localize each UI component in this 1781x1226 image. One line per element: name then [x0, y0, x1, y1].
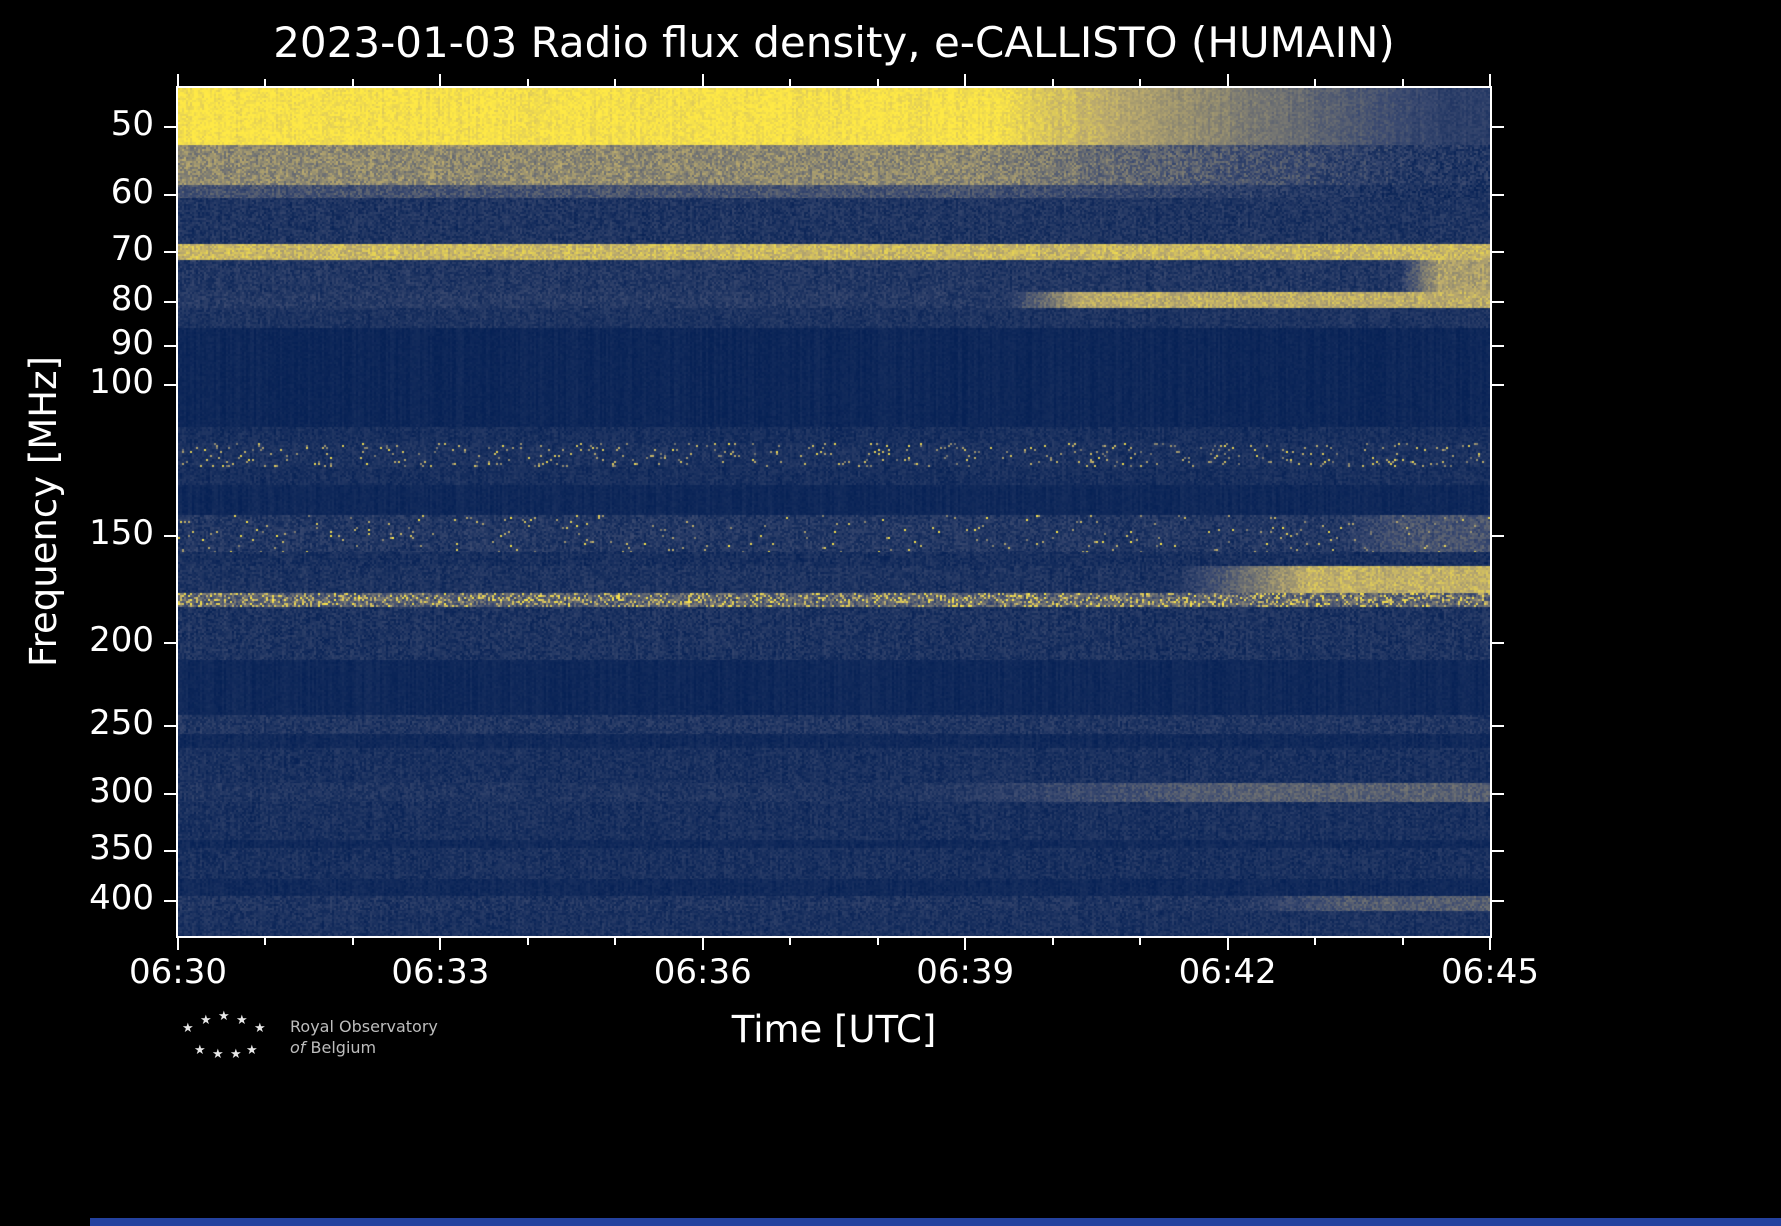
x-tick-mark: [439, 938, 441, 950]
y-tick-label: 50: [46, 106, 154, 143]
y-tick-mark: [1492, 384, 1504, 386]
y-tick-mark: [1492, 535, 1504, 537]
y-tick-mark: [1492, 642, 1504, 644]
x-tick-mark: [1489, 74, 1491, 86]
x-minor-tick-mark: [614, 79, 616, 86]
x-minor-tick-mark: [789, 938, 791, 945]
x-tick-label: 06:45: [1405, 954, 1575, 991]
y-tick-label: 400: [46, 880, 154, 917]
x-tick-mark: [964, 938, 966, 950]
x-tick-mark: [1227, 74, 1229, 86]
x-minor-tick-mark: [352, 79, 354, 86]
y-tick-mark: [1492, 900, 1504, 902]
x-tick-label: 06:36: [618, 954, 788, 991]
star-icon: ★: [230, 1048, 242, 1061]
y-tick-label: 60: [46, 174, 154, 211]
star-icon: ★: [218, 1010, 230, 1023]
rob-logo-belgium: Belgium: [311, 1038, 377, 1057]
rob-logo-of: of: [290, 1038, 305, 1057]
rob-logo-line1: Royal Observatory: [290, 1016, 438, 1037]
y-tick-mark: [164, 793, 176, 795]
star-icon: ★: [254, 1022, 266, 1035]
rob-logo-line2: of Belgium: [290, 1037, 438, 1058]
x-minor-tick-mark: [614, 938, 616, 945]
x-minor-tick-mark: [1402, 938, 1404, 945]
x-minor-tick-mark: [352, 938, 354, 945]
x-minor-tick-mark: [1314, 938, 1316, 945]
y-tick-mark: [164, 725, 176, 727]
x-tick-mark: [1489, 938, 1491, 950]
y-tick-label: 350: [46, 830, 154, 867]
rob-logo-stars: ★ ★ ★ ★ ★ ★ ★ ★ ★: [182, 1010, 278, 1062]
star-icon: ★: [246, 1044, 258, 1057]
star-icon: ★: [182, 1022, 194, 1035]
x-minor-tick-mark: [877, 79, 879, 86]
y-tick-label: 70: [46, 231, 154, 268]
x-minor-tick-mark: [264, 79, 266, 86]
x-tick-label: 06:39: [880, 954, 1050, 991]
x-tick-label: 06:42: [1143, 954, 1313, 991]
x-tick-mark: [964, 74, 966, 86]
star-icon: ★: [200, 1014, 212, 1027]
x-minor-tick-mark: [1052, 79, 1054, 86]
y-tick-mark: [1492, 194, 1504, 196]
x-minor-tick-mark: [264, 938, 266, 945]
y-tick-label: 300: [46, 773, 154, 810]
y-tick-mark: [1492, 850, 1504, 852]
y-tick-mark: [164, 126, 176, 128]
x-tick-mark: [439, 74, 441, 86]
x-tick-label: 06:30: [93, 954, 263, 991]
y-tick-mark: [1492, 345, 1504, 347]
chart-title: 2023-01-03 Radio flux density, e-CALLIST…: [178, 18, 1490, 67]
star-icon: ★: [212, 1048, 224, 1061]
x-minor-tick-mark: [527, 79, 529, 86]
star-icon: ★: [236, 1014, 248, 1027]
y-tick-mark: [1492, 725, 1504, 727]
y-tick-mark: [1492, 301, 1504, 303]
y-tick-mark: [164, 301, 176, 303]
y-tick-mark: [1492, 251, 1504, 253]
y-tick-mark: [164, 642, 176, 644]
y-tick-mark: [164, 194, 176, 196]
x-minor-tick-mark: [1139, 79, 1141, 86]
star-icon: ★: [194, 1044, 206, 1057]
y-tick-mark: [164, 900, 176, 902]
rob-logo-text: Royal Observatory of Belgium: [290, 1016, 438, 1058]
x-minor-tick-mark: [527, 938, 529, 945]
y-tick-mark: [164, 535, 176, 537]
x-tick-mark: [702, 74, 704, 86]
x-minor-tick-mark: [789, 79, 791, 86]
x-tick-mark: [177, 938, 179, 950]
y-tick-mark: [164, 384, 176, 386]
y-tick-mark: [1492, 793, 1504, 795]
x-tick-mark: [702, 938, 704, 950]
y-axis-label: Frequency [MHz]: [22, 312, 65, 712]
x-minor-tick-mark: [1402, 79, 1404, 86]
x-tick-mark: [177, 74, 179, 86]
spectrogram-canvas: [176, 86, 1492, 938]
bottom-strip: [90, 1218, 1781, 1226]
y-tick-mark: [164, 345, 176, 347]
y-tick-mark: [164, 850, 176, 852]
x-tick-label: 06:33: [355, 954, 525, 991]
x-minor-tick-mark: [1139, 938, 1141, 945]
x-tick-mark: [1227, 938, 1229, 950]
y-tick-mark: [1492, 126, 1504, 128]
x-minor-tick-mark: [1314, 79, 1316, 86]
x-minor-tick-mark: [877, 938, 879, 945]
x-minor-tick-mark: [1052, 938, 1054, 945]
y-tick-mark: [164, 251, 176, 253]
